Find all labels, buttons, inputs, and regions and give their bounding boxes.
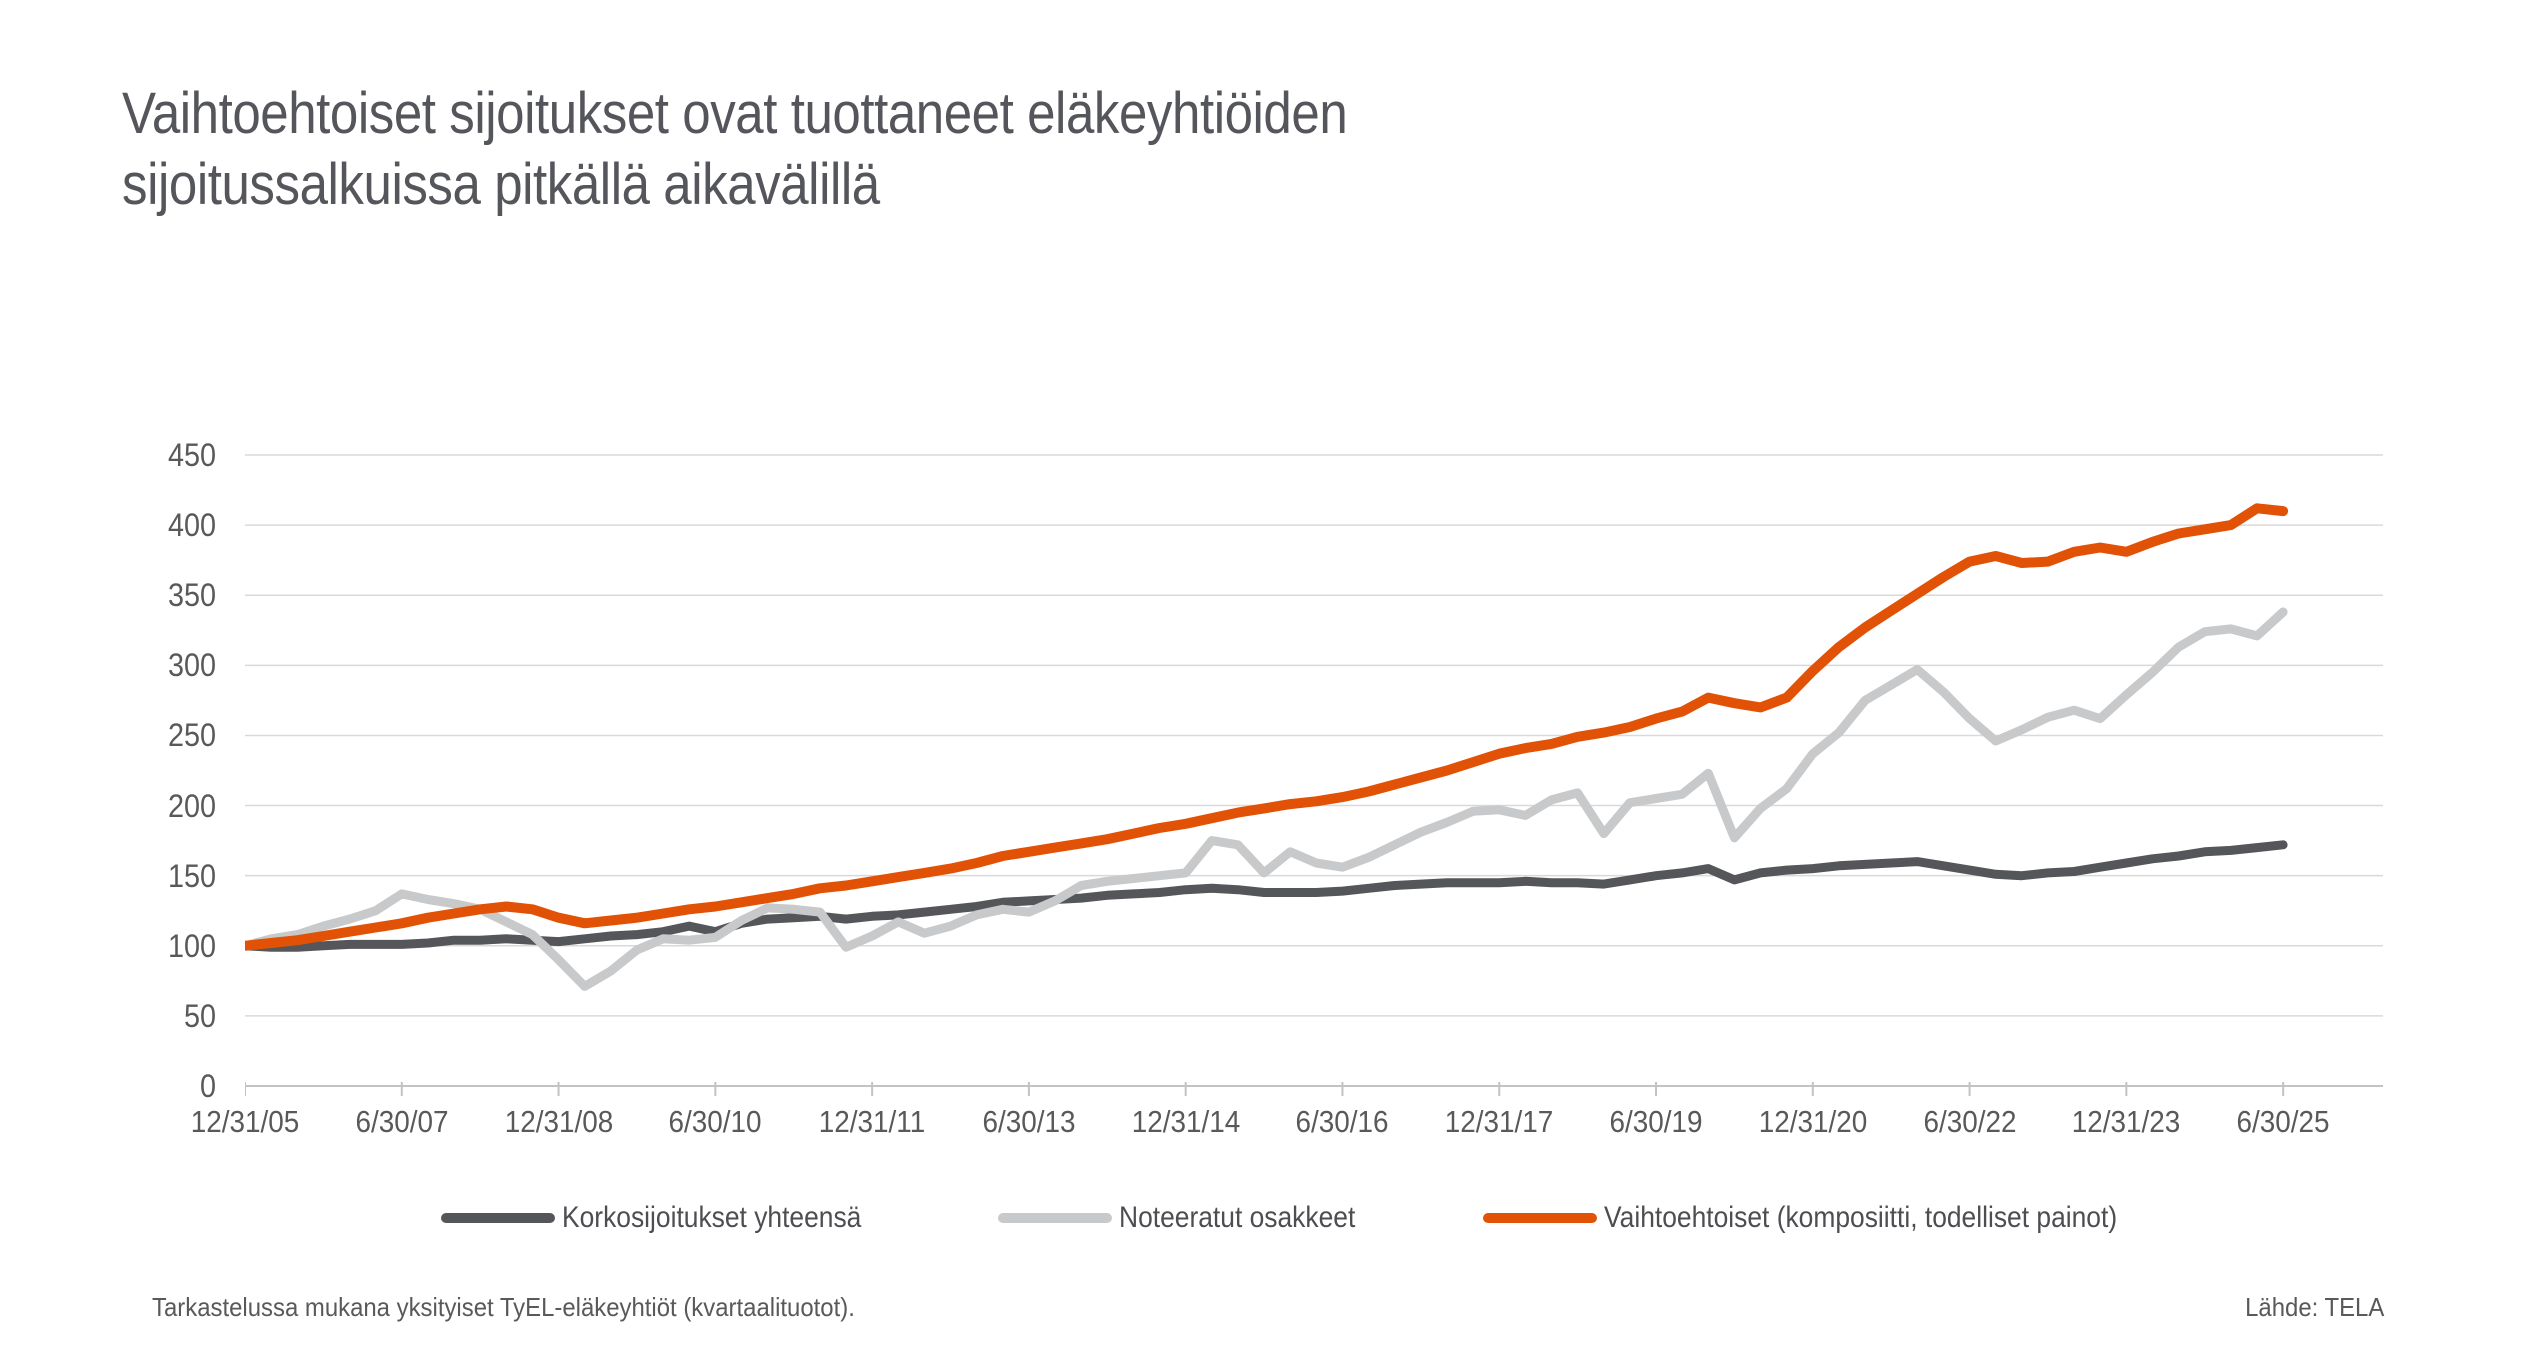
legend-label: Noteeratut osakkeet: [1118, 1201, 1356, 1234]
y-axis-label: 0: [199, 1067, 216, 1104]
page-title: Vaihtoehtoiset sijoitukset ovat tuottane…: [122, 79, 1348, 221]
source-note: Lähde: TELA: [2244, 1292, 2384, 1322]
x-axis-label: 12/31/20: [1758, 1104, 1868, 1139]
x-axis-label: 12/31/11: [818, 1104, 926, 1139]
x-axis-label: 12/31/08: [504, 1104, 613, 1139]
y-axis-label: 100: [167, 927, 216, 964]
page-title-line1: Vaihtoehtoiset sijoitukset ovat tuottane…: [122, 80, 1348, 146]
series-line-0: [245, 840, 2288, 952]
x-axis-label: 6/30/07: [355, 1104, 449, 1139]
y-axis-label: 200: [167, 787, 216, 824]
legend-swatch-line-icon: [1483, 1213, 1598, 1223]
legend-item: Korkosijoitukset yhteensä: [440, 1201, 902, 1235]
y-axis-label: 300: [167, 647, 216, 684]
series-line-2: [245, 503, 2289, 951]
y-axis-label: 50: [183, 997, 216, 1034]
legend-label: Vaihtoehtoiset (komposiitti, todelliset …: [1604, 1201, 2118, 1234]
page-title-line2: sijoitussalkuissa pitkällä aikavälillä: [122, 151, 880, 217]
y-axis-label: 150: [167, 857, 216, 894]
x-axis-label: 6/30/19: [1609, 1104, 1703, 1139]
x-axis-label: 6/30/13: [982, 1104, 1076, 1139]
series-line-1: [245, 607, 2288, 991]
y-axis-label: 450: [167, 437, 216, 473]
legend-swatch-line-icon: [440, 1213, 555, 1223]
x-axis-label: 6/30/16: [1295, 1104, 1389, 1139]
x-axis-label: 6/30/25: [2236, 1104, 2330, 1139]
x-axis-label: 6/30/22: [1923, 1104, 2017, 1139]
x-axis-label: 12/31/14: [1131, 1104, 1240, 1139]
x-axis-label: 12/31/17: [1444, 1104, 1554, 1139]
x-axis-label: 12/31/05: [190, 1104, 300, 1139]
y-axis-label: 250: [167, 717, 216, 754]
chart-legend: Korkosijoitukset yhteensä Noteeratut osa…: [245, 1198, 2383, 1238]
legend-item: Noteeratut osakkeet: [997, 1201, 1388, 1235]
legend-label: Korkosijoitukset yhteensä: [561, 1201, 861, 1234]
footnote: Tarkastelussa mukana yksityiset TyEL-elä…: [152, 1292, 855, 1322]
y-axis-label: 350: [167, 577, 216, 614]
x-axis-label: 12/31/23: [2072, 1104, 2181, 1139]
legend-item: Vaihtoehtoiset (komposiitti, todelliset …: [1483, 1201, 2187, 1235]
x-axis-label: 6/30/10: [668, 1104, 762, 1139]
y-axis-label: 400: [167, 507, 216, 544]
legend-swatch-line-icon: [997, 1213, 1112, 1223]
plot-svg: [245, 454, 2383, 1096]
